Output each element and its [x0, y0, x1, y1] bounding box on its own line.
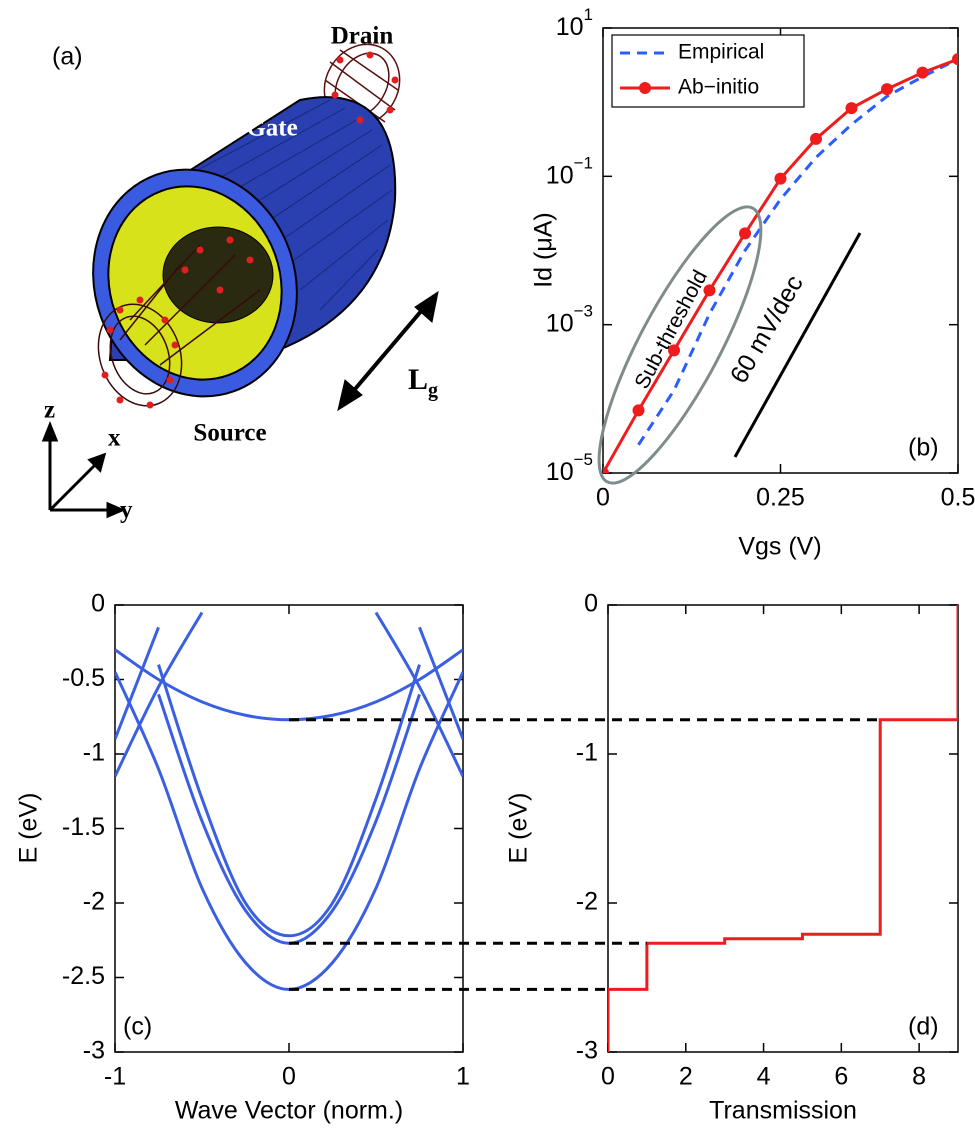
channel-hole	[162, 226, 274, 324]
series-line	[157, 693, 421, 945]
axis-y-label: y	[120, 497, 133, 524]
x-tick-label: 0.25	[756, 484, 805, 512]
y-axis-label: E (eV)	[505, 793, 533, 864]
device-illustration: (a) Drain Gate Source L	[41, 23, 439, 524]
series-line	[637, 57, 958, 446]
data-point	[916, 66, 929, 79]
panel-label: (a)	[52, 43, 83, 71]
series-line	[115, 626, 160, 740]
series-line	[157, 664, 421, 938]
panel-label: (c)	[123, 1013, 152, 1041]
y-tick-label: -2.5	[62, 962, 105, 990]
panel-label: (b)	[908, 434, 939, 462]
y-tick-label: 10−5	[546, 450, 593, 485]
slope-reference	[733, 232, 862, 458]
series-line	[115, 648, 463, 722]
coordinate-axes	[41, 420, 126, 519]
x-tick-label: 8	[912, 1063, 926, 1091]
data-point	[703, 284, 716, 297]
y-tick-label: -1.5	[62, 813, 105, 841]
y-tick-label: -1	[83, 739, 105, 767]
source-label: Source	[193, 420, 266, 447]
annotation: 60 mV/dec	[725, 271, 809, 389]
x-axis-label: Wave Vector (norm.)	[175, 1097, 403, 1125]
data-point	[774, 172, 787, 185]
x-tick-label: 0	[596, 484, 610, 512]
gate-hatch	[159, 99, 393, 311]
x-tick-label: 0	[601, 1063, 615, 1091]
lg-subscript: g	[428, 380, 438, 402]
plot-area	[115, 611, 463, 991]
y-tick-label: -3	[576, 1037, 598, 1065]
legend-label: Empirical	[678, 41, 764, 64]
data-point	[668, 344, 680, 357]
plot-frame	[607, 604, 959, 1053]
y-tick-label: -0.5	[62, 664, 105, 692]
lg-arrow	[337, 290, 439, 412]
series-line	[115, 611, 204, 778]
y-tick-label: -2	[576, 888, 598, 916]
plot-area	[608, 605, 958, 1052]
data-point	[632, 404, 645, 417]
x-tick-label: 4	[757, 1063, 771, 1091]
legend-label: Ab−initio	[678, 76, 759, 99]
panel-label: (d)	[908, 1013, 939, 1041]
data-point	[952, 53, 958, 66]
y-axis-label: Id (μA)	[530, 212, 558, 288]
gate-label: Gate	[246, 115, 297, 142]
legend-box	[611, 34, 805, 108]
y-axis-label: E (eV)	[15, 793, 43, 864]
x-tick-label: 1	[456, 1063, 470, 1091]
x-tick-label: 6	[834, 1063, 848, 1091]
data-point	[845, 102, 858, 115]
y-tick-label: -3	[83, 1037, 105, 1065]
y-tick-label: 10−1	[546, 154, 593, 189]
x-tick-label: 0.5	[941, 484, 975, 512]
subthreshold-ellipse	[597, 205, 763, 485]
source-tube	[97, 244, 261, 407]
drain-label: Drain	[331, 23, 394, 50]
series-line	[603, 57, 958, 473]
legend-marker	[639, 82, 651, 94]
x-tick-label: 2	[679, 1063, 693, 1091]
x-axis-label: Vgs (V)	[738, 533, 821, 561]
axis-x-label: x	[108, 425, 121, 452]
x-axis-label: Transmission	[709, 1097, 857, 1125]
data-point	[810, 132, 822, 145]
series-line	[374, 611, 463, 778]
y-tick-label: -1	[576, 739, 598, 767]
plot-area	[603, 53, 958, 473]
lg-label: L	[408, 363, 428, 396]
data-point	[603, 467, 609, 473]
x-tick-label: -1	[104, 1063, 126, 1091]
axis-z-label: z	[44, 397, 55, 424]
y-tick-label: 10−3	[546, 302, 593, 337]
x-tick-label: 0	[282, 1063, 296, 1091]
y-tick-label: 0	[91, 590, 105, 618]
data-point	[881, 83, 893, 96]
atoms	[101, 51, 399, 409]
y-tick-label: 0	[584, 590, 598, 618]
y-tick-label: 101	[556, 5, 593, 40]
y-tick-label: -2	[83, 888, 105, 916]
series-line	[608, 605, 958, 1052]
data-point	[739, 227, 751, 240]
series-line	[418, 626, 463, 740]
